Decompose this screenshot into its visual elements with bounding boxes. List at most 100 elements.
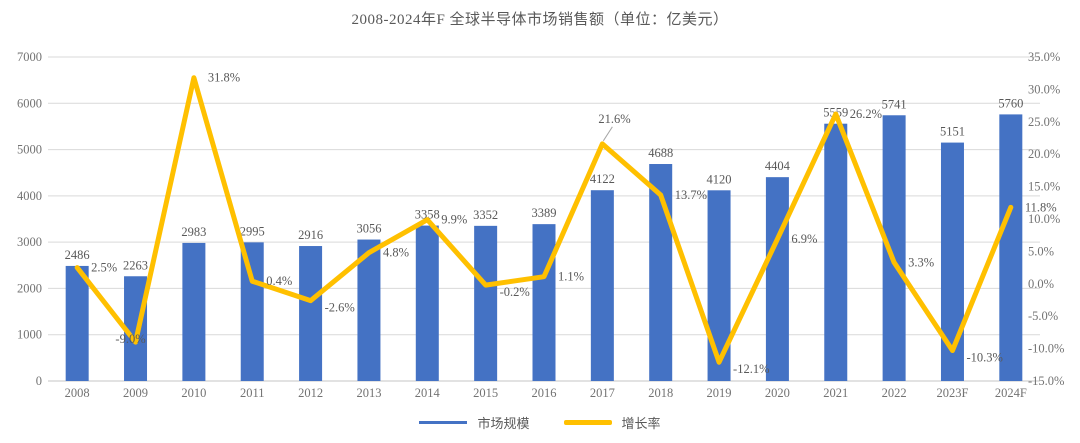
market-size-line-swatch bbox=[419, 421, 468, 424]
bar bbox=[707, 190, 731, 381]
bar-value-label: 4120 bbox=[707, 172, 732, 186]
growth-rate-label: 11.8% bbox=[1025, 200, 1057, 214]
legend-item-market-size: 市场规模 bbox=[419, 413, 530, 432]
growth-rate-label: -12.1% bbox=[733, 362, 769, 376]
bar bbox=[824, 123, 848, 381]
bar-value-label: 4404 bbox=[765, 159, 791, 173]
chart-title: 2008-2024年F 全球半导体市场销售额（单位：亿美元） bbox=[351, 12, 729, 28]
bar-value-label: 2995 bbox=[240, 224, 265, 238]
bar bbox=[532, 224, 556, 381]
right-axis-tick: -5.0% bbox=[1028, 309, 1058, 323]
x-axis-label: 2023F bbox=[936, 386, 968, 400]
growth-rate-label: 1.1% bbox=[558, 270, 584, 284]
growth-rate-label: 31.8% bbox=[208, 71, 240, 85]
value-labels: 2486 2263 2983 2995 2916 3056 3358 3352 3389 4122… bbox=[65, 96, 1024, 272]
growth-rate-label: 9.9% bbox=[441, 213, 467, 227]
bar bbox=[999, 114, 1023, 381]
growth-rate-label: 0.4% bbox=[266, 274, 292, 288]
growth-rate-label: 3.3% bbox=[908, 255, 934, 269]
bar bbox=[940, 142, 964, 381]
growth-rate-label: 4.8% bbox=[383, 246, 409, 260]
bar-series bbox=[65, 114, 1023, 381]
right-axis-tick: -15.0% bbox=[1028, 374, 1064, 388]
bar bbox=[590, 190, 614, 381]
right-axis-tick: 10.0% bbox=[1028, 212, 1060, 226]
bar-value-label: 3389 bbox=[532, 206, 557, 220]
growth-rate-line bbox=[74, 75, 1014, 365]
x-axis-label: 2011 bbox=[240, 386, 265, 400]
x-axis-labels: 2008 2009 2010 2011 2012 2013 2014 2015 2016 2017… bbox=[65, 386, 1027, 400]
left-axis-tick: 7000 bbox=[17, 50, 42, 64]
bar bbox=[124, 276, 148, 381]
x-axis-label: 2013 bbox=[356, 386, 381, 400]
x-axis-label: 2017 bbox=[590, 386, 615, 400]
bar-value-label: 4122 bbox=[590, 172, 615, 186]
x-axis-label: 2008 bbox=[65, 386, 90, 400]
bar-value-label: 3358 bbox=[415, 208, 440, 222]
left-axis-tick: 0 bbox=[36, 374, 42, 388]
bar bbox=[415, 225, 439, 381]
bar bbox=[765, 177, 789, 381]
x-axis-label: 2012 bbox=[298, 386, 323, 400]
bar-value-label: 4688 bbox=[648, 146, 673, 160]
x-axis-label: 2021 bbox=[823, 386, 848, 400]
growth-rate-line-swatch bbox=[563, 420, 612, 425]
right-axis-tick: -10.0% bbox=[1028, 342, 1064, 356]
x-axis-label: 2014 bbox=[415, 386, 441, 400]
x-axis-label: 2016 bbox=[532, 386, 557, 400]
x-axis-label: 2020 bbox=[765, 386, 790, 400]
x-axis-label: 2010 bbox=[181, 386, 206, 400]
bar-value-label: 2916 bbox=[298, 228, 323, 242]
growth-rate-label: -9.0% bbox=[115, 332, 145, 346]
growth-rate-label: -2.6% bbox=[325, 301, 355, 315]
bar bbox=[182, 242, 206, 381]
bar bbox=[299, 246, 323, 381]
left-axis-tick: 1000 bbox=[17, 328, 42, 342]
x-axis-label: 2009 bbox=[123, 386, 148, 400]
right-axis-tick: 30.0% bbox=[1028, 82, 1060, 96]
x-axis-label: 2022 bbox=[882, 386, 907, 400]
bar bbox=[240, 242, 264, 381]
right-axis-labels: -15.0% -10.0% -5.0% 0.0% 5.0% 10.0% 15.0% 20.0%… bbox=[1028, 50, 1064, 388]
growth-rate-label: -10.3% bbox=[966, 351, 1002, 365]
left-axis-tick: 6000 bbox=[17, 96, 42, 110]
bar-value-label: 3056 bbox=[356, 222, 381, 236]
right-axis-tick: 20.0% bbox=[1028, 147, 1060, 161]
bar-value-label: 5760 bbox=[998, 96, 1023, 110]
growth-rate-label: -0.2% bbox=[500, 285, 530, 299]
x-axis-label: 2018 bbox=[648, 386, 673, 400]
growth-rate-label: 26.2% bbox=[850, 107, 882, 121]
right-axis-tick: 0.0% bbox=[1028, 277, 1054, 291]
growth-rate-legend-label: 增长率 bbox=[621, 416, 661, 431]
growth-rate-label: 21.6% bbox=[598, 112, 630, 126]
x-axis-label: 2019 bbox=[707, 386, 732, 400]
x-axis-label: 2024F bbox=[995, 386, 1027, 400]
bar bbox=[882, 115, 906, 381]
bar-value-label: 3352 bbox=[473, 208, 498, 222]
growth-rate-label: 2.5% bbox=[91, 261, 117, 275]
right-axis-tick: 5.0% bbox=[1028, 244, 1054, 258]
bar bbox=[65, 265, 89, 381]
chart-legend: 市场规模 增长率 bbox=[0, 413, 1080, 432]
bar bbox=[357, 239, 381, 381]
left-axis-tick: 4000 bbox=[17, 189, 42, 203]
left-axis-tick: 5000 bbox=[17, 143, 42, 157]
callout-leader-line bbox=[602, 126, 613, 142]
growth-rate-label: 6.9% bbox=[791, 232, 817, 246]
legend-item-growth-rate: 增长率 bbox=[563, 413, 661, 432]
bar-value-label: 2983 bbox=[181, 225, 206, 239]
growth-line bbox=[74, 75, 1014, 365]
growth-labels: 2.5% -9.0% 31.8% 0.4% -2.6% 4.8% 9.9% -0.2% 1.1%… bbox=[91, 71, 1056, 376]
bar-value-label: 2486 bbox=[65, 248, 90, 262]
growth-rate-label: 13.7% bbox=[675, 188, 707, 202]
left-axis-labels: 0 1000 2000 3000 4000 5000 6000 7000 bbox=[17, 50, 42, 388]
bar-value-label: 5151 bbox=[940, 125, 965, 139]
bar bbox=[474, 225, 498, 381]
bar-value-label: 5741 bbox=[882, 97, 907, 111]
left-axis-tick: 2000 bbox=[17, 281, 42, 295]
left-axis-tick: 3000 bbox=[17, 235, 42, 249]
market-size-legend-label: 市场规模 bbox=[477, 416, 530, 431]
right-axis-tick: 35.0% bbox=[1028, 50, 1060, 64]
right-axis-tick: 15.0% bbox=[1028, 180, 1060, 194]
